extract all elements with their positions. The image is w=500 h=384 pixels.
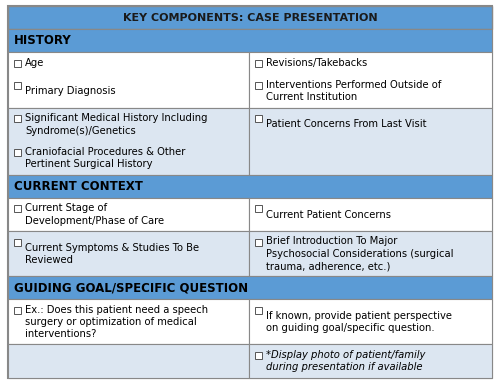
Bar	[8, 108, 249, 175]
Bar	[8, 6, 492, 29]
Bar	[8, 231, 249, 276]
Text: If known, provide patient perspective
on guiding goal/specific question.: If known, provide patient perspective on…	[266, 311, 452, 333]
Bar	[14, 115, 21, 122]
Text: CURRENT CONTEXT: CURRENT CONTEXT	[14, 180, 143, 193]
Bar	[8, 300, 249, 344]
Text: Interventions Performed Outside of
Current Institution: Interventions Performed Outside of Curre…	[266, 79, 442, 102]
Bar	[8, 276, 492, 300]
Bar	[14, 82, 21, 89]
Bar	[255, 205, 262, 212]
Text: Brief Introduction To Major
Psychosocial Considerations (surgical
trauma, adhere: Brief Introduction To Major Psychosocial…	[266, 237, 454, 271]
Bar	[249, 198, 492, 231]
Bar	[14, 307, 21, 314]
Bar	[255, 352, 262, 359]
Text: Current Patient Concerns: Current Patient Concerns	[266, 210, 391, 220]
Bar	[255, 239, 262, 246]
Text: Ex.: Does this patient need a speech
surgery or optimization of medical
interven: Ex.: Does this patient need a speech sur…	[25, 305, 208, 339]
Bar	[249, 344, 492, 378]
Bar	[14, 205, 21, 212]
Text: Current Stage of
Development/Phase of Care: Current Stage of Development/Phase of Ca…	[25, 204, 164, 226]
Bar	[255, 115, 262, 122]
Bar	[8, 276, 492, 300]
Text: Revisions/Takebacks: Revisions/Takebacks	[266, 58, 368, 68]
Bar	[249, 300, 492, 344]
Text: HISTORY: HISTORY	[14, 34, 72, 47]
Text: *Display photo of patient/family
during presentation if available: *Display photo of patient/family during …	[266, 350, 426, 372]
Bar	[255, 82, 262, 89]
Bar	[14, 149, 21, 156]
Text: Primary Diagnosis: Primary Diagnosis	[25, 86, 116, 96]
Bar	[249, 231, 492, 276]
Text: Significant Medical History Including
Syndrome(s)/Genetics: Significant Medical History Including Sy…	[25, 113, 208, 136]
Text: GUIDING GOAL/SPECIFIC QUESTION: GUIDING GOAL/SPECIFIC QUESTION	[14, 281, 248, 295]
Bar	[255, 307, 262, 314]
Text: Craniofacial Procedures & Other
Pertinent Surgical History: Craniofacial Procedures & Other Pertinen…	[25, 147, 186, 169]
Bar	[8, 175, 492, 198]
Bar	[14, 239, 21, 246]
Bar	[8, 344, 249, 378]
Bar	[8, 29, 492, 52]
Bar	[8, 52, 249, 108]
Bar	[249, 108, 492, 175]
Text: KEY COMPONENTS: CASE PRESENTATION: KEY COMPONENTS: CASE PRESENTATION	[122, 13, 378, 23]
Bar	[249, 52, 492, 108]
Text: Patient Concerns From Last Visit: Patient Concerns From Last Visit	[266, 119, 426, 129]
Bar	[8, 198, 249, 231]
Bar	[14, 60, 21, 66]
Bar	[255, 60, 262, 66]
Text: Current Symptoms & Studies To Be
Reviewed: Current Symptoms & Studies To Be Reviewe…	[25, 243, 199, 265]
Bar	[8, 175, 492, 198]
Bar	[8, 6, 492, 29]
Bar	[8, 29, 492, 52]
Text: Age: Age	[25, 58, 44, 68]
